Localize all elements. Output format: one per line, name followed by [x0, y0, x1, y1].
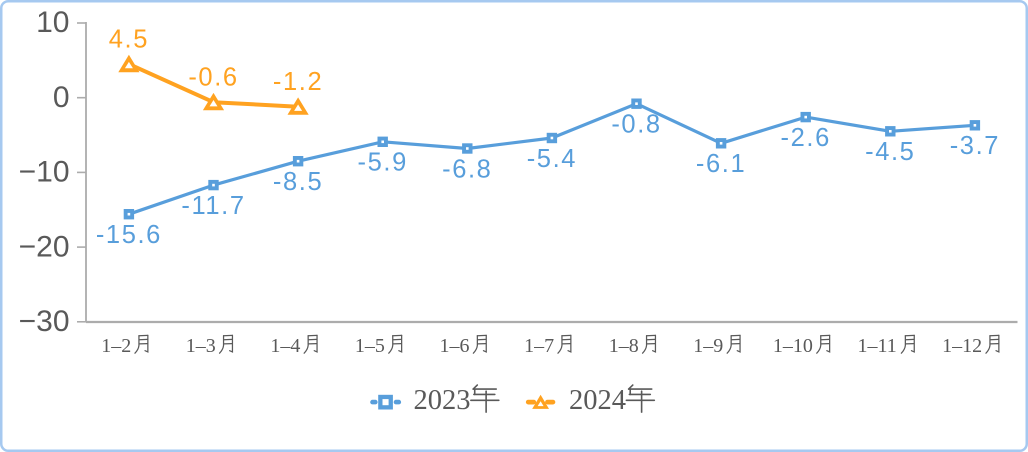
svg-text:-1.2: -1.2: [273, 68, 323, 96]
svg-text:10: 10: [36, 6, 69, 39]
svg-text:1–3: 1–3: [186, 335, 216, 357]
svg-text:-0.6: -0.6: [188, 64, 238, 92]
svg-text:-3.7: -3.7: [950, 132, 1000, 160]
svg-text:-0.8: -0.8: [611, 111, 661, 139]
svg-text:1–11: 1–11: [858, 335, 897, 357]
svg-text:-5.4: -5.4: [527, 145, 577, 173]
svg-text:2024: 2024: [569, 385, 626, 416]
svg-text:1–4: 1–4: [270, 335, 300, 357]
svg-text:1–5: 1–5: [355, 335, 385, 357]
svg-text:1–7: 1–7: [524, 335, 554, 357]
svg-text:2023: 2023: [414, 385, 471, 416]
svg-text:-2.6: -2.6: [781, 124, 831, 152]
svg-text:-6.8: -6.8: [442, 155, 492, 183]
svg-text:-11.7: -11.7: [181, 192, 245, 220]
svg-text:-5.9: -5.9: [358, 149, 408, 177]
svg-text:4.5: 4.5: [109, 26, 149, 54]
svg-text:1–12: 1–12: [942, 335, 982, 357]
svg-text:1–8: 1–8: [609, 335, 639, 357]
svg-text:1–9: 1–9: [693, 335, 723, 357]
svg-text:-4.5: -4.5: [865, 138, 915, 166]
svg-text:-8.5: -8.5: [273, 168, 323, 196]
svg-text:1–6: 1–6: [440, 335, 470, 357]
svg-text:-15.6: -15.6: [96, 221, 162, 249]
svg-text:1–2: 1–2: [101, 335, 131, 357]
svg-text:−20: −20: [19, 230, 70, 263]
svg-text:1–10: 1–10: [773, 335, 813, 357]
svg-text:-6.1: -6.1: [696, 150, 746, 178]
svg-text:−10: −10: [19, 156, 70, 189]
svg-text:0: 0: [53, 81, 70, 114]
svg-text:−30: −30: [19, 305, 70, 338]
